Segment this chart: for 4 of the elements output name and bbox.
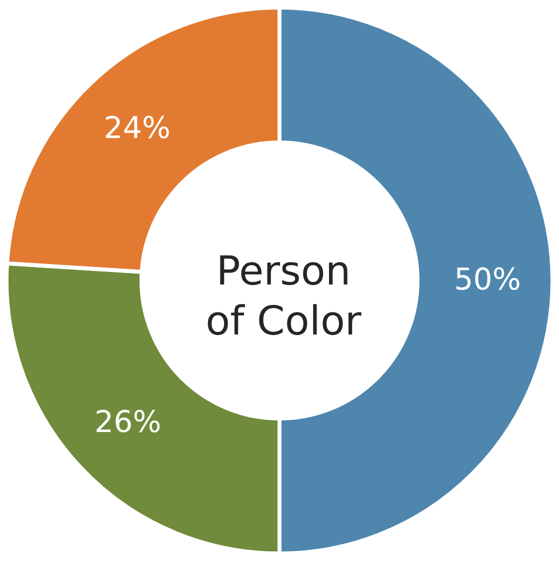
text: Person of Color	[206, 248, 362, 344]
data-label: 24%	[104, 110, 170, 146]
data-label: 50%	[454, 262, 521, 298]
data-label: 26%	[94, 404, 162, 440]
